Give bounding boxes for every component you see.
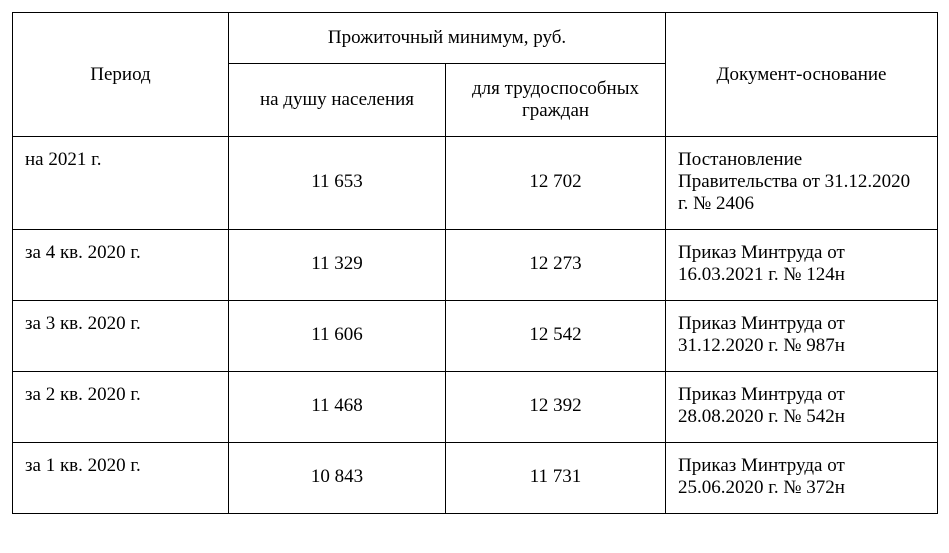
table-header-row: Период Прожиточный минимум, руб. Докумен…: [13, 13, 938, 64]
table-row: за 4 кв. 2020 г. 11 329 12 273 Приказ Ми…: [13, 230, 938, 301]
table-row: за 1 кв. 2020 г. 10 843 11 731 Приказ Ми…: [13, 443, 938, 514]
cell-per-capita: 11 653: [229, 137, 446, 230]
cell-document: Приказ Минтруда от 16.03.2021 г. № 124н: [666, 230, 938, 301]
header-minimum-group: Прожиточный минимум, руб.: [229, 13, 666, 64]
cell-document: Постановление Правительства от 31.12.202…: [666, 137, 938, 230]
header-document: Документ-основание: [666, 13, 938, 137]
cell-per-capita: 11 606: [229, 301, 446, 372]
cell-period: на 2021 г.: [13, 137, 229, 230]
cell-document: Приказ Минтруда от 28.08.2020 г. № 542н: [666, 372, 938, 443]
living-wage-table: Период Прожиточный минимум, руб. Докумен…: [12, 12, 938, 514]
table-row: за 3 кв. 2020 г. 11 606 12 542 Приказ Ми…: [13, 301, 938, 372]
cell-period: за 1 кв. 2020 г.: [13, 443, 229, 514]
cell-working-age: 11 731: [446, 443, 666, 514]
table-row: на 2021 г. 11 653 12 702 Постановление П…: [13, 137, 938, 230]
table-row: за 2 кв. 2020 г. 11 468 12 392 Приказ Ми…: [13, 372, 938, 443]
cell-per-capita: 11 329: [229, 230, 446, 301]
cell-period: за 4 кв. 2020 г.: [13, 230, 229, 301]
cell-working-age: 12 542: [446, 301, 666, 372]
cell-working-age: 12 273: [446, 230, 666, 301]
cell-per-capita: 11 468: [229, 372, 446, 443]
header-per-capita: на душу населения: [229, 64, 446, 137]
header-working-age: для трудоспособных граждан: [446, 64, 666, 137]
cell-document: Приказ Минтруда от 25.06.2020 г. № 372н: [666, 443, 938, 514]
table-body: на 2021 г. 11 653 12 702 Постановление П…: [13, 137, 938, 514]
cell-working-age: 12 392: [446, 372, 666, 443]
cell-per-capita: 10 843: [229, 443, 446, 514]
cell-document: Приказ Минтруда от 31.12.2020 г. № 987н: [666, 301, 938, 372]
header-period: Период: [13, 13, 229, 137]
cell-working-age: 12 702: [446, 137, 666, 230]
cell-period: за 3 кв. 2020 г.: [13, 301, 229, 372]
cell-period: за 2 кв. 2020 г.: [13, 372, 229, 443]
